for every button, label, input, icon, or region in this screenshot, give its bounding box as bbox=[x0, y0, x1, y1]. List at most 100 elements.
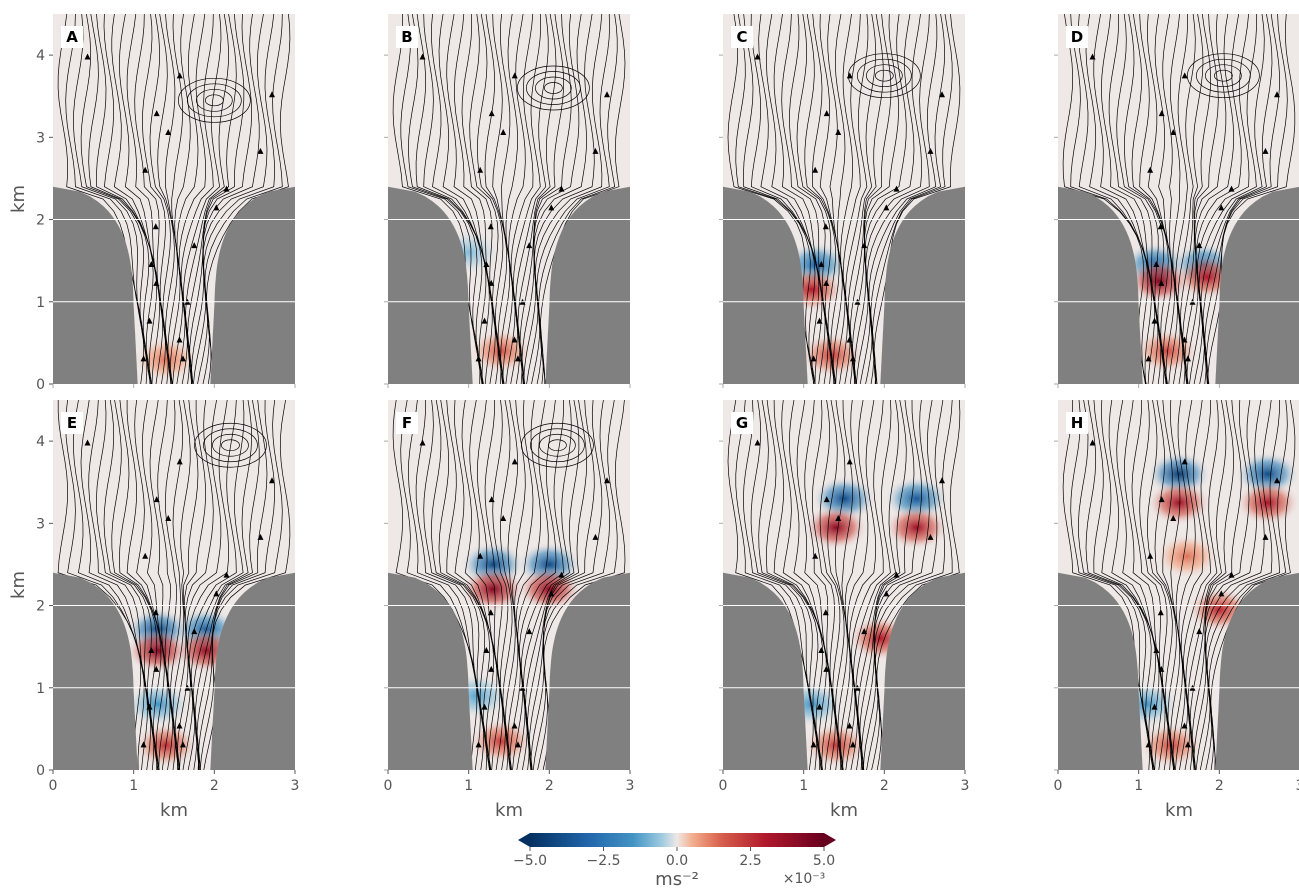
streamline bbox=[525, 400, 580, 770]
terrain-right bbox=[1215, 186, 1299, 384]
streamline-arrow bbox=[1218, 204, 1225, 211]
streamline bbox=[1187, 400, 1227, 770]
vortex-ring bbox=[856, 58, 912, 93]
streamline bbox=[80, 14, 153, 384]
x-tick-label: 2 bbox=[545, 778, 554, 794]
streamline bbox=[1207, 14, 1296, 384]
terrain-left bbox=[53, 572, 138, 770]
streamline-arrow bbox=[818, 647, 825, 654]
streamline-arrow bbox=[477, 166, 484, 173]
panel-label-box bbox=[61, 26, 83, 48]
streamline-arrow bbox=[816, 703, 823, 710]
streamline-arrow bbox=[481, 703, 488, 710]
streamline-arrow bbox=[754, 53, 761, 60]
y-axis-label: km bbox=[8, 185, 29, 213]
streamline bbox=[182, 400, 222, 770]
streamline bbox=[781, 400, 830, 770]
streamline bbox=[875, 400, 953, 770]
terrain-right bbox=[545, 186, 630, 384]
streamline-arrow bbox=[810, 741, 817, 748]
streamline bbox=[1169, 400, 1183, 770]
streamline-arrow bbox=[939, 91, 946, 98]
streamline-arrow bbox=[153, 665, 160, 672]
streamline-arrow bbox=[487, 609, 494, 616]
streamline bbox=[1186, 14, 1227, 384]
streamline bbox=[157, 14, 175, 384]
streamlines bbox=[392, 400, 626, 770]
streamline bbox=[142, 14, 172, 384]
streamline-arrow bbox=[1170, 128, 1177, 135]
streamline-arrow bbox=[140, 741, 147, 748]
streamline-arrow bbox=[927, 147, 934, 154]
streamline bbox=[536, 14, 610, 384]
vortex-ring bbox=[526, 71, 581, 105]
streamline-arrow bbox=[893, 185, 900, 192]
streamline bbox=[862, 400, 930, 770]
streamline-arrow bbox=[1158, 279, 1165, 286]
streamlines bbox=[1062, 400, 1296, 770]
panel-label: A bbox=[66, 28, 78, 46]
streamline bbox=[206, 14, 291, 384]
acceleration-anomaly bbox=[1155, 534, 1219, 579]
streamline-arrow bbox=[488, 665, 495, 672]
streamline bbox=[469, 14, 504, 384]
colorbar: −5.0 −2.5 0.0 2.5 5.0 ms⁻² ×10⁻³ bbox=[513, 833, 836, 890]
streamline bbox=[876, 400, 961, 770]
streamline bbox=[515, 14, 549, 384]
streamline-arrow bbox=[176, 722, 183, 729]
streamline-arrow bbox=[140, 355, 147, 362]
panel-label: C bbox=[736, 28, 747, 46]
streamline-arrow bbox=[1151, 317, 1158, 324]
streamline bbox=[1182, 14, 1211, 384]
streamline-arrow bbox=[1158, 665, 1165, 672]
streamline bbox=[842, 400, 861, 770]
y-tick-label: 3 bbox=[36, 516, 45, 532]
streamline-arrow bbox=[475, 741, 482, 748]
streamline bbox=[1062, 400, 1150, 770]
x-tick-label: 1 bbox=[799, 778, 808, 794]
streamline bbox=[519, 14, 564, 384]
streamline-arrow bbox=[604, 477, 611, 484]
streamline bbox=[509, 400, 534, 770]
streamline-arrow bbox=[823, 110, 830, 117]
streamline-arrow bbox=[1181, 336, 1188, 343]
vortex-ring bbox=[195, 88, 233, 112]
y-tick-label: 4 bbox=[36, 434, 45, 450]
streamline-arrow bbox=[1089, 53, 1096, 60]
streamline bbox=[149, 14, 173, 384]
streamline bbox=[192, 400, 252, 770]
panel-label-box bbox=[1066, 26, 1088, 48]
streamline-arrow bbox=[810, 355, 817, 362]
streamline bbox=[174, 400, 199, 770]
streamline bbox=[134, 400, 168, 770]
streamline bbox=[119, 400, 162, 770]
colorbar-tick-label: −2.5 bbox=[587, 853, 621, 869]
streamline bbox=[866, 14, 930, 384]
streamline bbox=[103, 14, 157, 384]
streamline bbox=[65, 14, 148, 384]
streamline-arrow bbox=[84, 53, 91, 60]
streamline-arrow bbox=[153, 496, 160, 503]
streamline-arrow bbox=[861, 242, 868, 249]
acceleration-anomaly bbox=[126, 682, 190, 727]
streamline-arrow bbox=[142, 552, 149, 559]
streamline bbox=[766, 400, 823, 770]
streamline bbox=[157, 400, 176, 770]
streamline-arrow bbox=[165, 514, 172, 521]
terrain-left bbox=[388, 186, 473, 384]
streamline bbox=[193, 14, 260, 384]
streamline-arrow bbox=[822, 609, 829, 616]
streamline bbox=[873, 14, 961, 384]
vortex-ring bbox=[548, 439, 567, 452]
streamline bbox=[870, 14, 945, 384]
x-tick-label: 0 bbox=[49, 778, 58, 794]
streamline-arrow bbox=[488, 279, 495, 286]
streamline bbox=[539, 14, 626, 384]
streamline-arrow bbox=[511, 72, 518, 79]
streamline bbox=[1085, 400, 1155, 770]
streamline bbox=[1177, 14, 1196, 384]
streamline-arrow bbox=[1181, 722, 1188, 729]
streamline bbox=[1124, 400, 1169, 770]
streamline-arrow bbox=[849, 741, 856, 748]
streamline bbox=[866, 400, 938, 770]
